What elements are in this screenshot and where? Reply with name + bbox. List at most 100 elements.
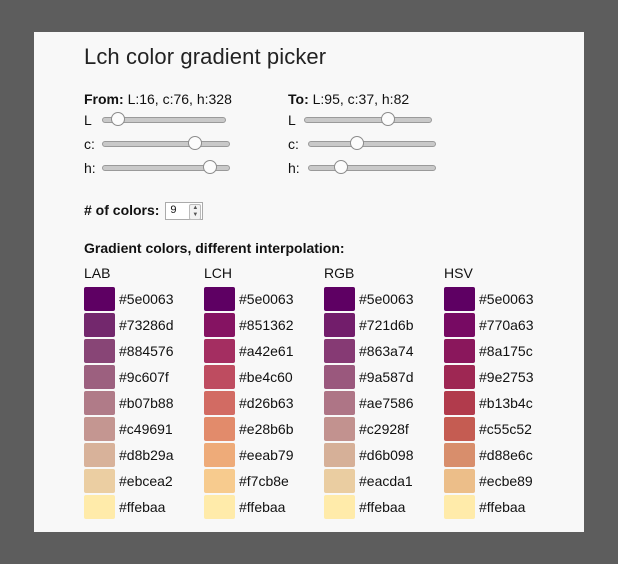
color-swatch [204,417,235,441]
swatch-row: #e28b6b [204,416,324,442]
color-hex-label: #c49691 [119,421,173,437]
color-swatch [204,469,235,493]
from-c-slider-thumb[interactable] [187,136,202,150]
swatch-row: #d88e6c [444,442,564,468]
swatch-row: #ffebaa [324,494,444,520]
color-swatch [324,417,355,441]
color-swatch [444,469,475,493]
color-hex-label: #770a63 [479,317,534,333]
color-count-stepper[interactable]: 9 ▲ ▼ [165,202,204,221]
color-hex-label: #ebcea2 [119,473,173,489]
from-label: From: [84,91,124,107]
color-hex-label: #ffebaa [119,499,166,515]
from-value: L:16, c:76, h:328 [127,91,232,107]
color-swatch [204,313,235,337]
color-swatch [444,391,475,415]
to-l-slider[interactable] [304,112,432,126]
from-l-slider-row: L [84,108,284,132]
color-hex-label: #721d6b [359,317,414,333]
color-swatch [444,443,475,467]
from-c-slider[interactable] [102,136,230,150]
stepper-arrows-icon[interactable]: ▲ ▼ [189,204,202,221]
color-swatch [444,287,475,311]
color-swatch [324,365,355,389]
color-swatch [444,365,475,389]
from-c-label: c: [84,136,95,152]
color-swatch [444,313,475,337]
color-hex-label: #be4c60 [239,369,293,385]
from-h-slider-thumb[interactable] [203,160,218,174]
column-title: HSV [444,265,473,281]
swatch-row: #be4c60 [204,364,324,390]
color-hex-label: #8a175c [479,343,533,359]
color-swatch [204,391,235,415]
color-swatch [84,391,115,415]
color-swatch [324,339,355,363]
swatch-row: #c49691 [84,416,204,442]
to-h-slider-thumb[interactable] [333,160,348,174]
swatch-row: #884576 [84,338,204,364]
to-c-label: c: [288,136,299,152]
to-label: To: [288,91,309,107]
from-l-slider[interactable] [102,112,226,126]
swatch-row: #ffebaa [204,494,324,520]
color-hex-label: #c2928f [359,421,409,437]
swatch-row: #5e0063 [204,286,324,312]
from-l-slider-thumb[interactable] [110,112,125,126]
color-count-value[interactable]: 9 [170,204,177,217]
color-hex-label: #eacda1 [359,473,413,489]
from-h-label: h: [84,160,96,176]
color-swatch [324,469,355,493]
color-hex-label: #ffebaa [359,499,406,515]
swatch-row: #9a587d [324,364,444,390]
to-c-slider-thumb[interactable] [349,136,364,150]
to-h-slider[interactable] [308,160,436,174]
color-swatch [324,391,355,415]
color-swatch [84,287,115,311]
color-swatch [204,495,235,519]
swatch-row: #b07b88 [84,390,204,416]
to-header: To: L:95, c:37, h:82 [288,90,488,108]
swatch-row: #eacda1 [324,468,444,494]
color-hex-label: #9a587d [359,369,414,385]
to-l-slider-thumb[interactable] [381,112,396,126]
swatch-row: #c2928f [324,416,444,442]
color-hex-label: #5e0063 [359,291,414,307]
color-swatch [84,313,115,337]
page-title: Lch color gradient picker [84,44,327,69]
color-hex-label: #d88e6c [479,447,533,463]
to-group: To: L:95, c:37, h:82 L c: h: [288,90,488,180]
swatch-row: #ecbe89 [444,468,564,494]
color-hex-label: #f7cb8e [239,473,289,489]
swatch-row: #ebcea2 [84,468,204,494]
gradient-heading: Gradient colors, different interpolation… [84,240,345,256]
swatch-row: #8a175c [444,338,564,364]
swatch-row: #9c607f [84,364,204,390]
swatch-row: #9e2753 [444,364,564,390]
color-swatch [84,443,115,467]
swatch-row: #d8b29a [84,442,204,468]
swatch-row: #f7cb8e [204,468,324,494]
color-swatch [204,339,235,363]
to-h-slider-row: h: [288,156,488,180]
color-swatch [444,339,475,363]
color-swatch [444,495,475,519]
color-count-row: # of colors: 9 ▲ ▼ [84,202,204,221]
color-swatch [324,287,355,311]
color-count-label: # of colors: [84,202,160,218]
swatch-row: #851362 [204,312,324,338]
swatch-row: #a42e61 [204,338,324,364]
swatch-row: #eeab79 [204,442,324,468]
to-c-slider[interactable] [308,136,436,150]
swatch-row: #d6b098 [324,442,444,468]
swatch-row: #ffebaa [444,494,564,520]
color-hex-label: #851362 [239,317,294,333]
column-title: LAB [84,265,111,281]
to-h-label: h: [288,160,300,176]
color-hex-label: #9e2753 [479,369,534,385]
color-hex-label: #d26b63 [239,395,294,411]
color-swatch [84,339,115,363]
color-swatch [324,313,355,337]
color-swatch [204,443,235,467]
from-h-slider[interactable] [102,160,230,174]
